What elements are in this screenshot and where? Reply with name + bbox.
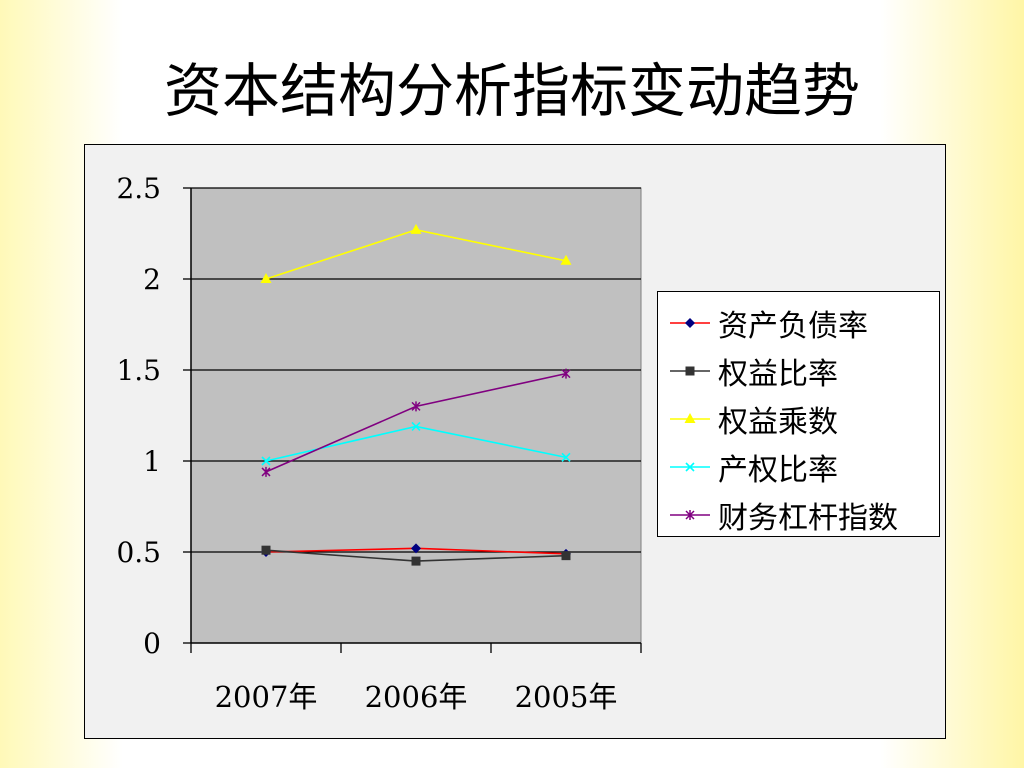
y-tick-label: 1.5 <box>116 354 161 387</box>
legend-key <box>670 318 710 328</box>
legend-item: 权益乘数 <box>668 395 939 443</box>
legend-label: 资产负债率 <box>718 309 868 344</box>
legend-item: 权益比率 <box>668 347 939 395</box>
legend-label: 产权比率 <box>718 453 838 488</box>
data-point <box>411 401 421 412</box>
data-point <box>561 368 571 379</box>
legend-item: 财务杠杆指数 <box>668 491 939 539</box>
legend-key <box>670 366 710 376</box>
legend-item: 产权比率 <box>668 443 939 491</box>
y-tick-label: 1 <box>143 445 161 478</box>
chart-legend: 资产负债率权益比率权益乘数产权比率财务杠杆指数 <box>657 291 940 537</box>
y-tick-label: 0 <box>143 627 161 660</box>
legend-label: 财务杠杆指数 <box>718 501 898 536</box>
data-point <box>410 223 422 234</box>
plot-area <box>190 187 642 644</box>
slide-title: 资本结构分析指标变动趋势 <box>163 57 860 125</box>
data-point <box>560 254 572 265</box>
data-point <box>411 556 421 566</box>
chart-area: 0 0.5 1 1.5 2 2.5 2007年 2006年 2005年 资产负债率权益比率权益乘… <box>84 144 946 739</box>
legend-item: 资产负债率 <box>668 299 939 347</box>
legend-key <box>670 462 710 472</box>
data-point <box>261 545 271 555</box>
legend-key-marker <box>684 413 696 423</box>
data-point <box>561 452 571 462</box>
legend-key-marker <box>685 462 695 472</box>
x-tick-label: 2005年 <box>515 680 618 714</box>
data-point <box>261 456 271 466</box>
legend-key <box>670 413 710 423</box>
legend-key-marker <box>685 510 695 520</box>
y-tick-label: 0.5 <box>116 536 161 569</box>
data-point <box>261 466 271 477</box>
data-point <box>411 421 421 431</box>
legend-label: 权益比率 <box>718 357 838 392</box>
line-chart: 0 0.5 1 1.5 2 2.5 2007年 2006年 2005年 <box>116 172 642 714</box>
data-point <box>411 543 421 554</box>
legend-key <box>670 510 710 520</box>
data-point <box>561 551 571 561</box>
legend-key-marker <box>685 366 695 376</box>
legend-label: 权益乘数 <box>718 405 838 440</box>
data-point <box>260 273 272 283</box>
x-tick-label: 2007年 <box>215 680 318 714</box>
y-tick-label: 2 <box>143 263 161 296</box>
legend-key-marker <box>685 318 695 328</box>
y-tick-label: 2.5 <box>116 172 161 205</box>
x-tick-label: 2006年 <box>365 680 468 714</box>
